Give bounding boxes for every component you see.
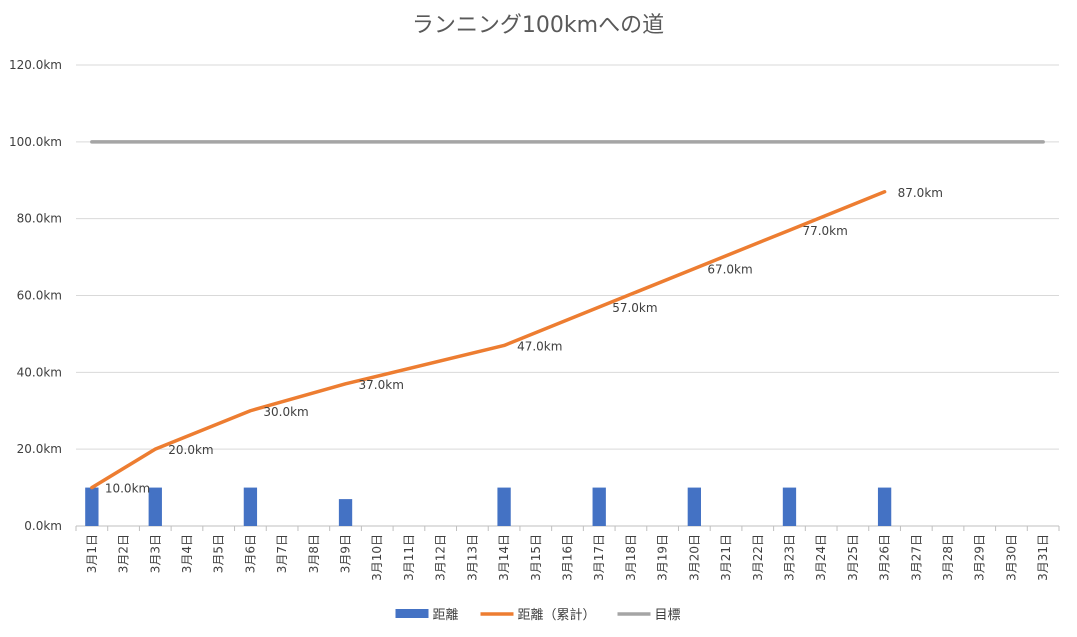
gridlines [76, 64, 1059, 527]
x-tick-label: 3月28日 [941, 534, 955, 581]
bar [497, 487, 511, 526]
legend-item: 距離（累計） [480, 607, 596, 623]
y-tick-label: 40.0km [17, 365, 62, 379]
y-tick-label: 0.0km [24, 519, 62, 533]
data-label: 87.0km [898, 186, 943, 200]
x-tick-label: 3月18日 [624, 534, 638, 581]
data-label: 37.0km [359, 378, 404, 392]
legend: 距離 距離（累計） 目標 [395, 607, 681, 623]
data-label: 67.0km [707, 263, 752, 277]
x-tick-label: 3月29日 [973, 534, 987, 581]
data-label: 47.0km [517, 339, 562, 353]
legend-label: 距離（累計） [518, 607, 596, 623]
x-tick-label: 3月3日 [148, 534, 162, 573]
x-tick-label: 3月20日 [687, 534, 701, 581]
x-tick-label: 3月4日 [180, 534, 194, 573]
legend-swatch [395, 609, 429, 618]
x-tick-label: 3月1日 [85, 534, 99, 573]
y-axis: 0.0km 20.0km 40.0km 60.0km 80.0km 100.0km 120.… [9, 58, 62, 533]
x-tick-label: 3月19日 [656, 534, 670, 581]
x-tick-label: 3月24日 [814, 534, 828, 581]
chart-title: ランニング100kmへの道 [412, 13, 664, 38]
x-tick-label: 3月10日 [370, 534, 384, 581]
bar [877, 487, 892, 526]
x-tick-label: 3月21日 [719, 534, 733, 581]
y-tick-label: 80.0km [17, 212, 62, 226]
x-tick-label: 3月16日 [561, 534, 575, 581]
x-tick-label: 3月9日 [339, 534, 353, 573]
bar-series [85, 487, 892, 526]
data-label: 10.0km [105, 482, 150, 496]
x-tick-label: 3月27日 [909, 534, 923, 581]
bar [243, 487, 258, 526]
y-tick-label: 20.0km [17, 442, 62, 456]
x-tick-label: 3月22日 [751, 534, 765, 581]
legend-label: 距離 [433, 608, 459, 623]
y-tick-label: 60.0km [17, 289, 62, 303]
x-tick-label: 3月31日 [1036, 534, 1050, 581]
legend-item: 目標 [617, 608, 681, 623]
bar [592, 487, 606, 526]
data-labels: 10.0km 20.0km 30.0km 37.0km 47.0km 57.0km 67.0… [105, 186, 943, 496]
bar [687, 487, 701, 526]
x-axis: 3月1日 3月2日 3月3日 3月4日 3月5日 3月6日 3月7日 3月8日 3月9日 3月10… [75, 526, 1060, 581]
x-tick-label: 3月6日 [243, 534, 257, 573]
bar [85, 487, 99, 526]
x-tick-label: 3月5日 [212, 534, 226, 573]
legend-label: 目標 [655, 608, 681, 623]
data-label: 77.0km [802, 224, 847, 238]
x-tick-label: 3月25日 [846, 534, 860, 581]
data-label: 57.0km [612, 301, 657, 315]
x-tick-label: 3月2日 [117, 534, 131, 573]
data-label: 20.0km [168, 443, 213, 457]
x-tick-label: 3月13日 [465, 534, 479, 581]
line-series [90, 140, 1045, 490]
x-tick-label: 3月14日 [497, 534, 511, 581]
x-tick-label: 3月7日 [275, 534, 289, 573]
cumulative-distance-line [90, 190, 887, 490]
bar [782, 487, 797, 526]
x-tick-label: 3月30日 [1004, 534, 1018, 581]
bar [148, 487, 162, 526]
x-tick-label: 3月23日 [782, 534, 796, 581]
data-label: 30.0km [263, 405, 308, 419]
y-tick-label: 120.0km [9, 58, 62, 72]
x-tick-label: 3月26日 [878, 534, 892, 581]
y-tick-label: 100.0km [9, 135, 62, 149]
legend-item: 距離 [395, 608, 459, 623]
x-tick-label: 3月15日 [529, 534, 543, 581]
bar [338, 499, 353, 526]
x-tick-label: 3月17日 [592, 534, 606, 581]
x-tick-label: 3月8日 [307, 534, 321, 573]
x-tick-label: 3月11日 [402, 534, 416, 581]
x-tick-label: 3月12日 [434, 534, 448, 581]
